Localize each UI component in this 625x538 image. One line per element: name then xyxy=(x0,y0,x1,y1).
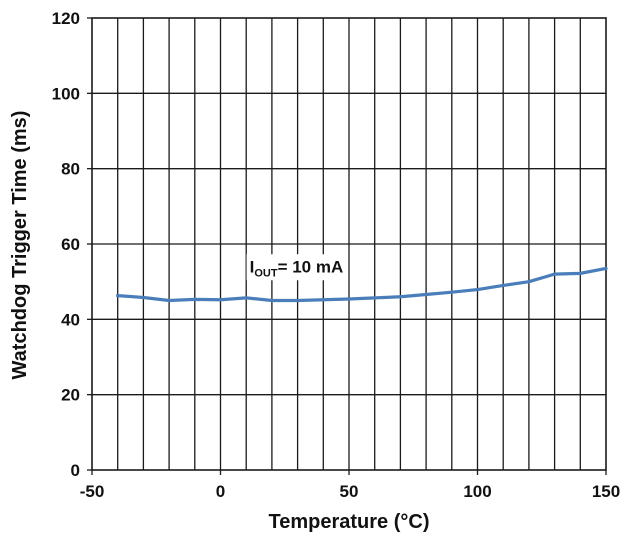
data-point xyxy=(244,296,248,300)
data-point xyxy=(553,272,557,276)
data-point xyxy=(116,294,120,298)
data-point xyxy=(527,280,531,284)
data-point xyxy=(604,266,608,271)
y-tick-label: 40 xyxy=(61,310,80,329)
data-point xyxy=(424,292,428,297)
data-point xyxy=(347,297,351,301)
series-line xyxy=(116,266,608,303)
series-layer xyxy=(116,266,608,303)
x-tick-label: -50 xyxy=(80,482,105,501)
annotation-layer: IOUT= 10 mA xyxy=(246,254,347,281)
grid-layer xyxy=(92,18,606,470)
data-point xyxy=(193,297,197,301)
data-point xyxy=(270,298,274,303)
y-tick-label: 120 xyxy=(52,9,80,28)
x-tick-label: 0 xyxy=(216,482,225,501)
x-axis-label: Temperature (°C) xyxy=(269,511,430,533)
data-point xyxy=(167,298,171,303)
data-point xyxy=(450,290,454,294)
data-point xyxy=(501,283,505,288)
y-tick-label: 60 xyxy=(61,235,80,254)
data-point xyxy=(398,295,402,299)
y-axis-label: Watchdog Trigger Time (ms) xyxy=(9,111,31,380)
y-tick-label: 20 xyxy=(61,386,80,405)
y-tick-label: 80 xyxy=(61,160,80,179)
x-tick-label: 100 xyxy=(463,482,491,501)
annotation-background xyxy=(246,254,347,281)
data-point xyxy=(321,298,325,302)
data-point xyxy=(373,296,377,300)
data-point xyxy=(475,287,480,292)
x-tick-label: 50 xyxy=(340,482,359,501)
annotation-label: IOUT= 10 mA xyxy=(250,257,344,279)
data-point xyxy=(218,298,223,302)
y-tick-label: 0 xyxy=(71,461,80,480)
data-point xyxy=(141,295,145,300)
data-point xyxy=(296,298,300,303)
y-tick-label: 100 xyxy=(52,84,80,103)
data-point xyxy=(578,271,582,275)
x-tick-label: 150 xyxy=(592,482,620,501)
